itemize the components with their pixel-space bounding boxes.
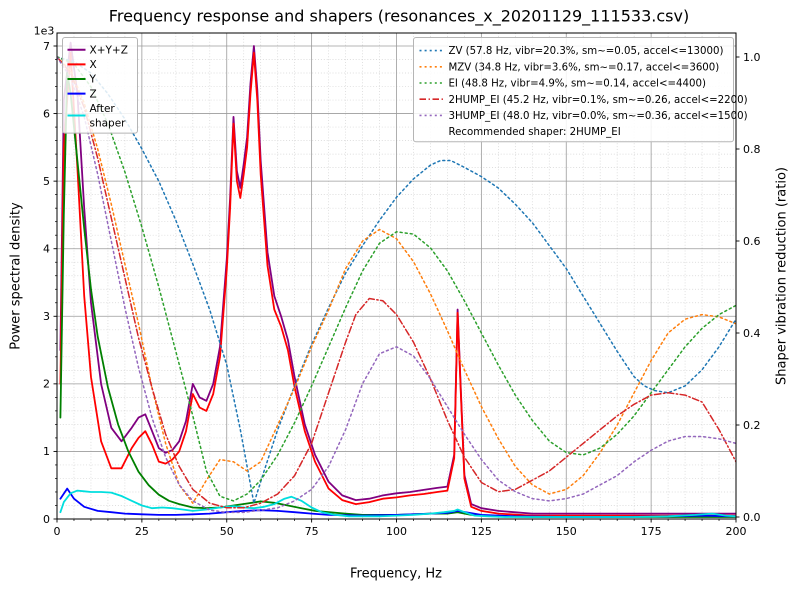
left-axis-label: Power spectral density xyxy=(8,202,24,350)
left-tick-label: 1 xyxy=(43,445,50,458)
left-tick-label: 4 xyxy=(43,243,50,256)
right-tick-label: 1.0 xyxy=(743,51,761,64)
legend-label-zv: ZV (57.8 Hz, vibr=20.3%, sm~=0.05, accel… xyxy=(449,46,724,57)
legend-psd: X+Y+Z XYZ After shaper xyxy=(62,37,138,134)
left-tick-label: 5 xyxy=(43,175,50,188)
x-tick-label: 175 xyxy=(641,525,662,538)
legend-psd-box xyxy=(62,37,138,134)
left-axis-offset-text: 1e3 xyxy=(33,24,55,38)
legend-label-x-y-z: X+Y+Z xyxy=(90,45,128,57)
legend-recommended-note: Recommended shaper: 2HUMP_EI xyxy=(449,127,621,138)
left-tick-label: 0 xyxy=(43,513,50,526)
curves xyxy=(57,41,736,518)
legend-label-x: X xyxy=(90,59,97,71)
axes-ticks: 0 25 50 75 100 125 150 175 200 0 1 2 3 4 5 6 7 0.0 0.2 0.4 0… xyxy=(43,40,761,538)
x-tick-label: 0 xyxy=(54,525,61,538)
legend-label-after-shaper: After xyxy=(90,103,116,115)
x-tick-label: 200 xyxy=(726,525,747,538)
left-tick-label: 3 xyxy=(43,310,50,323)
legend-label-ei: EI (48.8 Hz, vibr=4.9%, sm~=0.14, accel<… xyxy=(449,79,706,90)
left-tick-label: 6 xyxy=(43,107,50,120)
right-axis-label: Shaper vibration reduction (ratio) xyxy=(774,167,790,385)
right-tick-label: 0.8 xyxy=(743,143,761,156)
chart-title: Frequency response and shapers (resonanc… xyxy=(108,6,690,26)
x-tick-label: 125 xyxy=(471,525,492,538)
legend-shapers: ZV (57.8 Hz, vibr=20.3%, sm~=0.05, accel… xyxy=(413,37,748,143)
legend-shapers-box xyxy=(413,37,734,143)
x-tick-label: 150 xyxy=(556,525,577,538)
right-tick-label: 0.4 xyxy=(743,327,761,340)
right-tick-label: 0.0 xyxy=(743,511,761,524)
curve-zv xyxy=(57,56,736,504)
curve-ei xyxy=(57,56,736,502)
legend-label-2hump-ei: 2HUMP_EI (45.2 Hz, vibr=0.1%, sm~=0.26, … xyxy=(449,95,748,106)
curve-after-shaper xyxy=(59,489,736,518)
left-tick-label: 2 xyxy=(43,378,50,391)
curve-3hump-ei xyxy=(57,56,736,514)
x-tick-label: 100 xyxy=(386,525,407,538)
x-tick-label: 75 xyxy=(305,525,319,538)
x-axis-label: Frequency, Hz xyxy=(349,566,443,582)
legend-label-y: Y xyxy=(89,74,97,86)
legend-label-3hump-ei: 3HUMP_EI (48.0 Hz, vibr=0.0%, sm~=0.36, … xyxy=(449,111,748,122)
right-tick-label: 0.6 xyxy=(743,235,761,248)
x-tick-label: 50 xyxy=(220,525,234,538)
x-tick-label: 25 xyxy=(135,525,149,538)
legend-label-after-shaper: shaper xyxy=(90,118,127,130)
right-tick-label: 0.2 xyxy=(743,419,761,432)
curve-2hump-ei xyxy=(57,56,736,509)
legend-label-z: Z xyxy=(90,88,97,100)
legend-label-mzv: MZV (34.8 Hz, vibr=3.6%, sm~=0.17, accel… xyxy=(449,62,720,73)
curve-x xyxy=(59,51,736,517)
left-tick-label: 7 xyxy=(43,40,50,53)
